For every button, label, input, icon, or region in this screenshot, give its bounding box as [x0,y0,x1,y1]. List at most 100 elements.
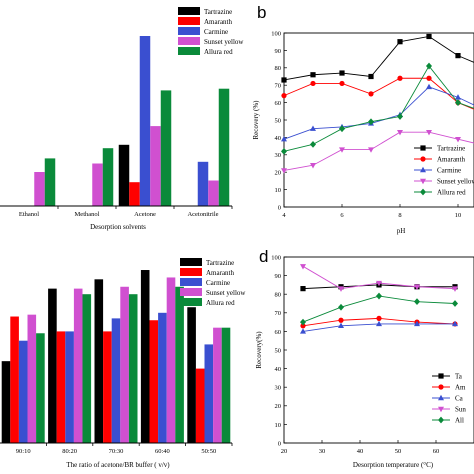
data-point [376,292,382,300]
y-tick-label: 90 [275,48,282,55]
y-tick-label: 40 [275,366,282,373]
bar [103,331,112,443]
bar [94,279,104,443]
x-axis-title: Desorption solvents [90,223,146,231]
x-tick-label: 70:30 [109,448,124,455]
data-point [426,129,432,136]
bar [197,161,209,206]
bar [118,144,130,206]
legend-swatch [180,268,202,276]
x-tick-label: 60 [433,448,440,455]
data-point [339,80,345,87]
bar [18,340,28,443]
legend-marker [438,384,444,390]
x-tick-label: 40 [357,448,364,455]
y-tick-label: 80 [275,292,282,299]
bar [208,180,219,206]
legend-swatch [178,27,200,35]
bar [204,344,214,443]
y-tick-label: 70 [275,83,282,90]
data-point [397,129,403,136]
x-axis-title: pH [397,227,406,235]
data-point [310,125,316,131]
bar [10,316,19,443]
bar [120,286,129,443]
legend-label: Amaranth [204,18,232,26]
legend-label: Carmine [204,28,228,36]
legend-marker [420,188,426,196]
bar [150,126,161,206]
x-tick-label: Acetone [134,211,156,218]
data-point [452,320,458,327]
legend-swatch [180,288,202,296]
x-tick-label: 60:40 [155,448,170,455]
series-line [283,131,474,171]
y-axis-title: Recovery(%) [255,331,263,369]
legend-label: Allura red [206,299,235,307]
bar [34,172,45,206]
data-point [368,91,374,97]
panel-b-chart: 0 10 20 30 40 50 60 70 80 90 100 4 6 8 10 pH Recovery (%… [252,3,474,235]
legend-label: Am [455,384,466,392]
x-tick-label: 50 [395,448,402,455]
data-point [455,94,461,100]
x-tick-label: 10 [455,212,462,219]
bar [166,277,176,443]
legend-marker [420,166,426,173]
y-tick-label: 100 [271,254,281,261]
y-tick-label: 50 [275,347,282,354]
data-point [338,303,344,311]
legend-swatch [178,17,200,25]
data-point [281,147,287,155]
data-point [310,72,316,78]
legend-label: Tartrazine [204,8,232,16]
bar [56,331,66,443]
data-point [397,75,403,81]
y-tick-label: 100 [271,30,281,37]
data-point [376,315,382,321]
legend-marker [438,406,444,413]
x-tick-label: 8 [398,212,401,219]
y-tick-label: 50 [275,117,282,124]
bar [139,36,151,206]
x-tick-label: 4 [282,212,286,219]
y-tick-label: 20 [275,170,282,177]
y-tick-label: 10 [275,422,282,429]
panel-c-chart: 90:10 80:20 70:30 60:40 50:50 The ratio of ac… [0,258,246,469]
series-line [283,77,474,110]
legend-label: Carmine [206,279,230,287]
bar [36,333,45,443]
x-tick-label: Ethanol [19,211,39,218]
panel-a-chart: Ethanol Methanol Acetone Acetonitrile Desorp… [0,7,244,231]
bar [27,314,37,443]
legend-label: Allura red [204,48,233,56]
x-tick-label: 50:50 [201,448,216,455]
bar [175,286,184,443]
y-tick-label: 70 [275,310,282,317]
legend-marker [420,178,426,185]
y-tick-label: 40 [275,135,282,142]
data-point [414,320,420,327]
legend-swatch [178,37,200,45]
data-point [455,136,461,143]
legend-label: Allura red [437,189,466,197]
bar [1,361,11,443]
y-axis-title: Recovery (%) [252,100,260,140]
data-point [281,77,287,83]
data-point [300,318,306,326]
x-axis-title: Desorption temperature (°C) [353,461,434,469]
legend-label: Carmine [437,167,461,175]
data-point [452,286,458,292]
legend-marker [438,373,444,379]
data-point [426,75,432,81]
data-point [300,286,306,292]
legend-swatch [178,7,200,15]
bar [44,158,56,206]
bar [160,90,172,206]
y-tick-label: 10 [275,187,282,194]
legend-marker [420,145,426,151]
legend-label: Ta [455,373,463,381]
bar [218,88,230,206]
bar [102,148,114,206]
panel-d-chart: 0 10 20 30 40 50 60 70 80 90 100 20 30 40 50 60 Desorpti… [255,247,474,469]
